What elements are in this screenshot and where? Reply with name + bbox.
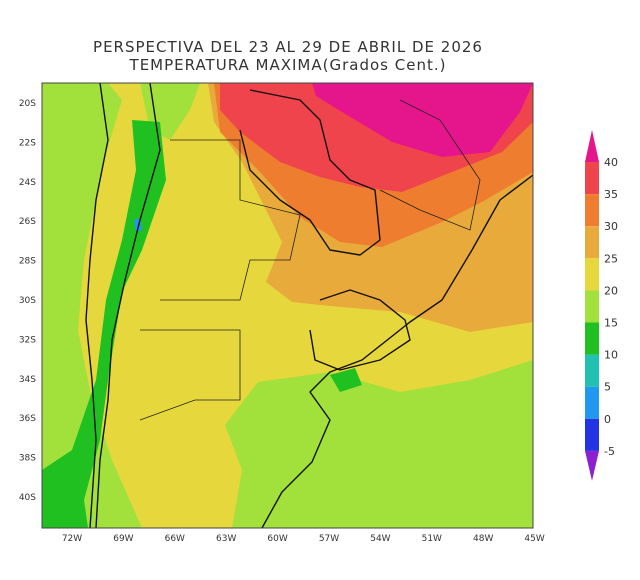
temp-zone — [330, 368, 362, 392]
lat-label: 28S — [19, 257, 36, 267]
colorbar-label: 35 — [604, 188, 618, 201]
lat-label: 34S — [19, 375, 36, 385]
map-frame — [41, 82, 534, 529]
colorbar-segment — [585, 290, 599, 323]
colorbar-cap — [585, 450, 599, 481]
lon-label: 57W — [319, 534, 339, 544]
lon-label: 48W — [473, 534, 493, 544]
lat-label: 20S — [19, 99, 36, 109]
temp-zone — [42, 83, 142, 528]
lat-label: 40S — [19, 493, 36, 503]
lon-label: 69W — [113, 534, 133, 544]
lat-label: 38S — [19, 454, 36, 464]
colorbar-segment — [585, 386, 599, 419]
lat-label: 24S — [19, 178, 36, 188]
province-line — [379, 99, 481, 231]
axis-labels: 20S 22S 24S 26S 28S 30S 32S 34S 36S 38S 40S 72W 69W 6… — [19, 99, 545, 544]
lon-label: 45W — [524, 534, 544, 544]
coastline — [85, 83, 109, 528]
colorbar-label: 40 — [604, 156, 618, 169]
title-line: TEMPERATURA MAXIMA(Grados Cent.) — [129, 56, 447, 74]
lon-label: 66W — [165, 534, 185, 544]
coastline — [261, 174, 533, 528]
temp-zone — [225, 360, 533, 528]
colorbar-cap — [585, 130, 599, 162]
colorbar-segment — [585, 354, 599, 387]
lon-label: 51W — [422, 534, 442, 544]
lat-label: 30S — [19, 296, 36, 306]
title-line: PERSPECTIVA DEL 23 AL 29 DE ABRIL DE 202… — [93, 38, 483, 56]
border-line — [239, 89, 381, 256]
colorbar-segment — [585, 418, 599, 451]
lat-label: 32S — [19, 335, 36, 345]
border-line — [95, 83, 161, 528]
colorbar-label: -5 — [604, 445, 615, 458]
province-line — [139, 329, 241, 421]
lat-label: 22S — [19, 138, 36, 148]
colorbar-segment — [585, 162, 599, 195]
colorbar-label: 25 — [604, 252, 618, 265]
colorbar-segment — [585, 258, 599, 291]
colorbar-segment — [585, 322, 599, 355]
colorbar-label: 0 — [604, 413, 611, 426]
colorbar-label: 5 — [604, 381, 611, 394]
province-line — [160, 139, 301, 301]
lon-label: 60W — [267, 534, 287, 544]
map-field — [42, 83, 533, 528]
colorbar-label: 30 — [604, 220, 618, 233]
colorbar-segment — [585, 194, 599, 227]
colorbar-label: 20 — [604, 284, 618, 297]
lat-label: 36S — [19, 414, 36, 424]
colorbar: 40 35 30 25 20 15 10 5 0 -5 — [585, 130, 618, 481]
colorbar-label: 10 — [604, 349, 618, 362]
lon-label: 63W — [216, 534, 236, 544]
lat-label: 26S — [19, 217, 36, 227]
colorbar-segment — [585, 226, 599, 259]
lon-label: 72W — [62, 534, 82, 544]
border-line — [309, 289, 411, 371]
temp-zone — [312, 83, 533, 157]
lon-label: 54W — [370, 534, 390, 544]
colorbar-label: 15 — [604, 317, 618, 330]
